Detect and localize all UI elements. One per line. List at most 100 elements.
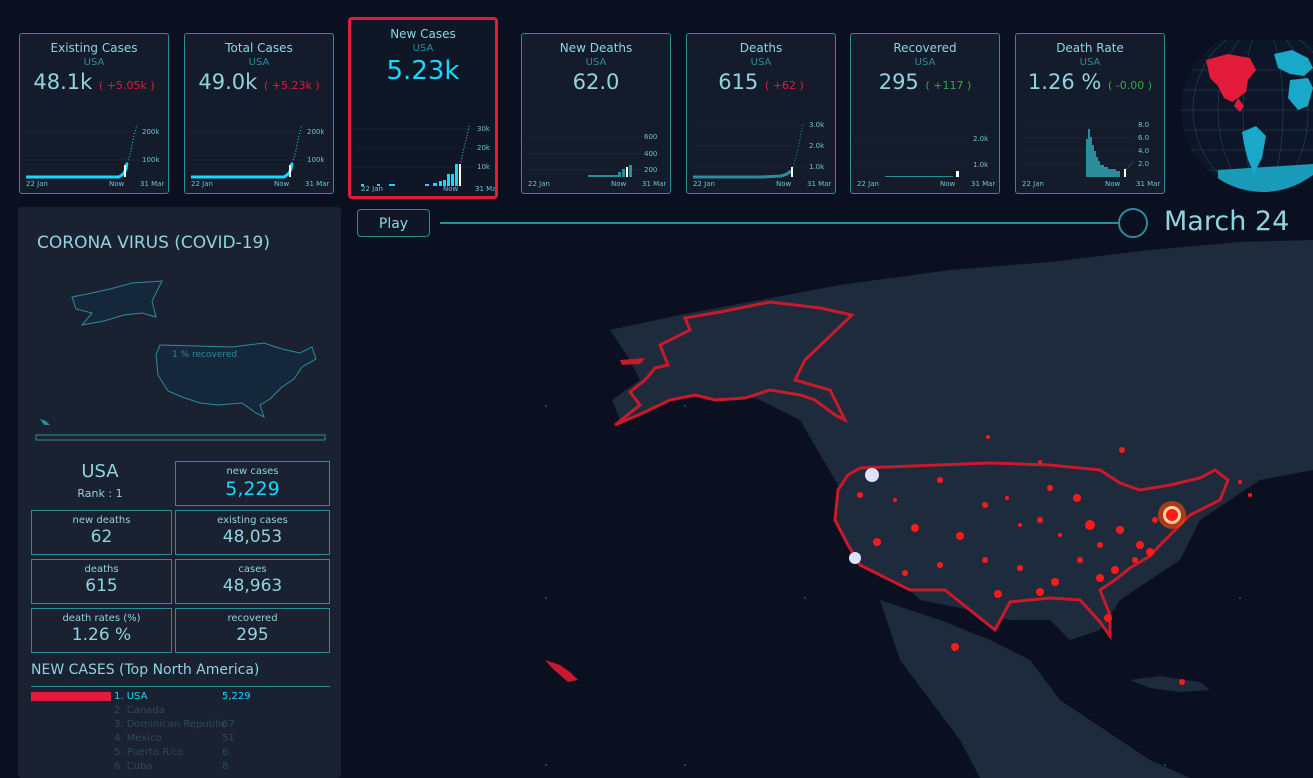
sparkline-existing-cases: 200k 100k 22 Jan Now 31 Mar [24, 124, 164, 188]
ranking-value: 67 [222, 719, 235, 730]
card-number: 48.1k [33, 70, 93, 94]
card-value: 295 ( +117 ) [851, 70, 999, 94]
ranking-country: 4. Mexico [114, 733, 162, 744]
tick-label: 4.0 [1138, 147, 1149, 155]
stat-label: death rates (%) [62, 613, 141, 624]
north-america-map[interactable] [341, 240, 1313, 778]
stat-value: 48,963 [222, 576, 283, 596]
card-deaths[interactable]: Deaths USA 615 ( +62 ) 3.0k 2.0k 1.0k 22… [686, 33, 836, 194]
ranking-country: 5. Puerto Rico [114, 747, 184, 758]
stat-existing-cases: existing cases 48,053 [175, 510, 330, 555]
recovered-label: 1 % recovered [172, 350, 237, 360]
card-delta: ( +5.05k ) [98, 79, 155, 92]
tick-label: 6.0 [1138, 134, 1149, 142]
card-number: 1.26 % [1027, 70, 1102, 94]
card-country: USA [83, 57, 105, 68]
country-rank: Rank : 1 [77, 487, 123, 500]
card-country: USA [585, 57, 607, 68]
play-button[interactable]: Play [357, 209, 430, 237]
axis-now: Now [443, 185, 459, 192]
tick-label: 2.0k [973, 135, 989, 143]
stat-new-deaths: new deaths 62 [31, 510, 172, 555]
axis-now: Now [940, 180, 956, 188]
axis-now: Now [611, 180, 627, 188]
card-death-rate[interactable]: Death Rate USA 1.26 % ( -0.00 ) 8.0 6.0 … [1015, 33, 1165, 194]
axis-now: Now [109, 180, 125, 188]
tick-label: 30k [477, 125, 491, 133]
tick-label: 200 [644, 166, 657, 174]
stat-label: new cases [226, 466, 279, 477]
card-number: 615 [718, 70, 759, 94]
axis-start: 22 Jan [1022, 180, 1044, 188]
stat-value: 62 [90, 527, 113, 547]
card-new-cases[interactable]: New Cases USA 5.23k 30k 20k 10k 22 Jan N… [348, 17, 498, 199]
card-existing-cases[interactable]: Existing Cases USA 48.1k ( +5.05k ) 200k… [19, 33, 169, 194]
tick-label: 10k [477, 163, 491, 171]
tick-label: 100k [142, 156, 160, 164]
sparkline-recovered: 2.0k 1.0k 22 Jan Now 31 Mar [855, 135, 995, 188]
stat-recovered: recovered 295 [175, 608, 330, 653]
card-title: Existing Cases [50, 41, 138, 55]
sparkline-new-deaths: 600 400 200 22 Jan Now 31 Mar [526, 133, 666, 188]
stat-value: 48,053 [222, 527, 283, 547]
axis-end: 31 Mar [305, 180, 329, 188]
tick-label: 1.0k [973, 161, 989, 169]
card-title: Recovered [893, 41, 957, 55]
axis-end: 31 Mar [140, 180, 164, 188]
axis-start: 22 Jan [693, 180, 715, 188]
tick-label: 2.0 [1138, 160, 1149, 168]
tick-label: 200k [307, 128, 325, 136]
case-markers [857, 435, 1252, 685]
tick-label: 600 [644, 133, 657, 141]
card-delta: ( +62 ) [764, 79, 804, 92]
stat-value: 615 [85, 576, 118, 596]
ranking-value: 6 [222, 747, 229, 758]
card-title: Total Cases [225, 41, 293, 55]
stat-new-cases: new cases 5,229 [175, 461, 330, 506]
timeline-track[interactable] [440, 222, 1123, 224]
tick-label: 200k [142, 128, 160, 136]
card-number: 295 [878, 70, 919, 94]
panel-title: CORONA VIRUS (COVID-19) [37, 233, 271, 253]
stat-label: new deaths [72, 515, 131, 526]
tick-label: 100k [307, 156, 325, 164]
stat-deaths: deaths 615 [31, 559, 172, 604]
card-recovered[interactable]: Recovered USA 295 ( +117 ) 2.0k 1.0k 22 … [850, 33, 1000, 194]
sparkline-total-cases: 200k 100k 22 Jan Now 31 Mar [189, 124, 329, 188]
ranking-value: 8 [222, 761, 229, 772]
ranking-country: 2. Canada [114, 705, 165, 716]
card-value: 62.0 [522, 70, 670, 94]
stat-label: existing cases [217, 515, 288, 526]
card-delta: ( +117 ) [925, 79, 972, 92]
country-name: USA [81, 461, 119, 482]
card-title: Death Rate [1056, 41, 1124, 55]
card-country: USA [750, 57, 772, 68]
country-info-panel: CORONA VIRUS (COVID-19) 1 % recovered US… [18, 207, 341, 778]
ranking-country: 1. USA [114, 691, 148, 702]
card-value: 48.1k ( +5.05k ) [20, 70, 168, 94]
card-number: 62.0 [572, 70, 620, 94]
tick-label: 20k [477, 144, 491, 152]
card-new-deaths[interactable]: New Deaths USA 62.0 600 400 200 22 Jan N… [521, 33, 671, 194]
stat-label: recovered [227, 613, 278, 624]
usa-mini-map: 1 % recovered [35, 280, 326, 441]
axis-end: 31 Mar [971, 180, 995, 188]
timeline-slider-handle[interactable] [1118, 208, 1148, 238]
alaska-outline [614, 300, 856, 427]
card-number: 5.23k [386, 56, 460, 86]
axis-start: 22 Jan [191, 180, 213, 188]
card-total-cases[interactable]: Total Cases USA 49.0k ( +5.23k ) 200k 10… [184, 33, 334, 194]
card-country: USA [248, 57, 270, 68]
usa-outline [833, 461, 1230, 641]
ranking-bar [31, 692, 111, 701]
card-number: 49.0k [198, 70, 258, 94]
sparkline-deaths: 3.0k 2.0k 1.0k 22 Jan Now 31 Mar [691, 121, 831, 188]
card-delta: ( +5.23k ) [263, 79, 320, 92]
axis-now: Now [274, 180, 290, 188]
stat-value: 295 [236, 625, 269, 645]
card-title: New Cases [390, 27, 456, 41]
ranking-value: 51 [222, 733, 235, 744]
globe-icon[interactable] [1178, 40, 1313, 200]
axis-start: 22 Jan [361, 185, 383, 192]
card-value: 1.26 % ( -0.00 ) [1016, 70, 1164, 94]
